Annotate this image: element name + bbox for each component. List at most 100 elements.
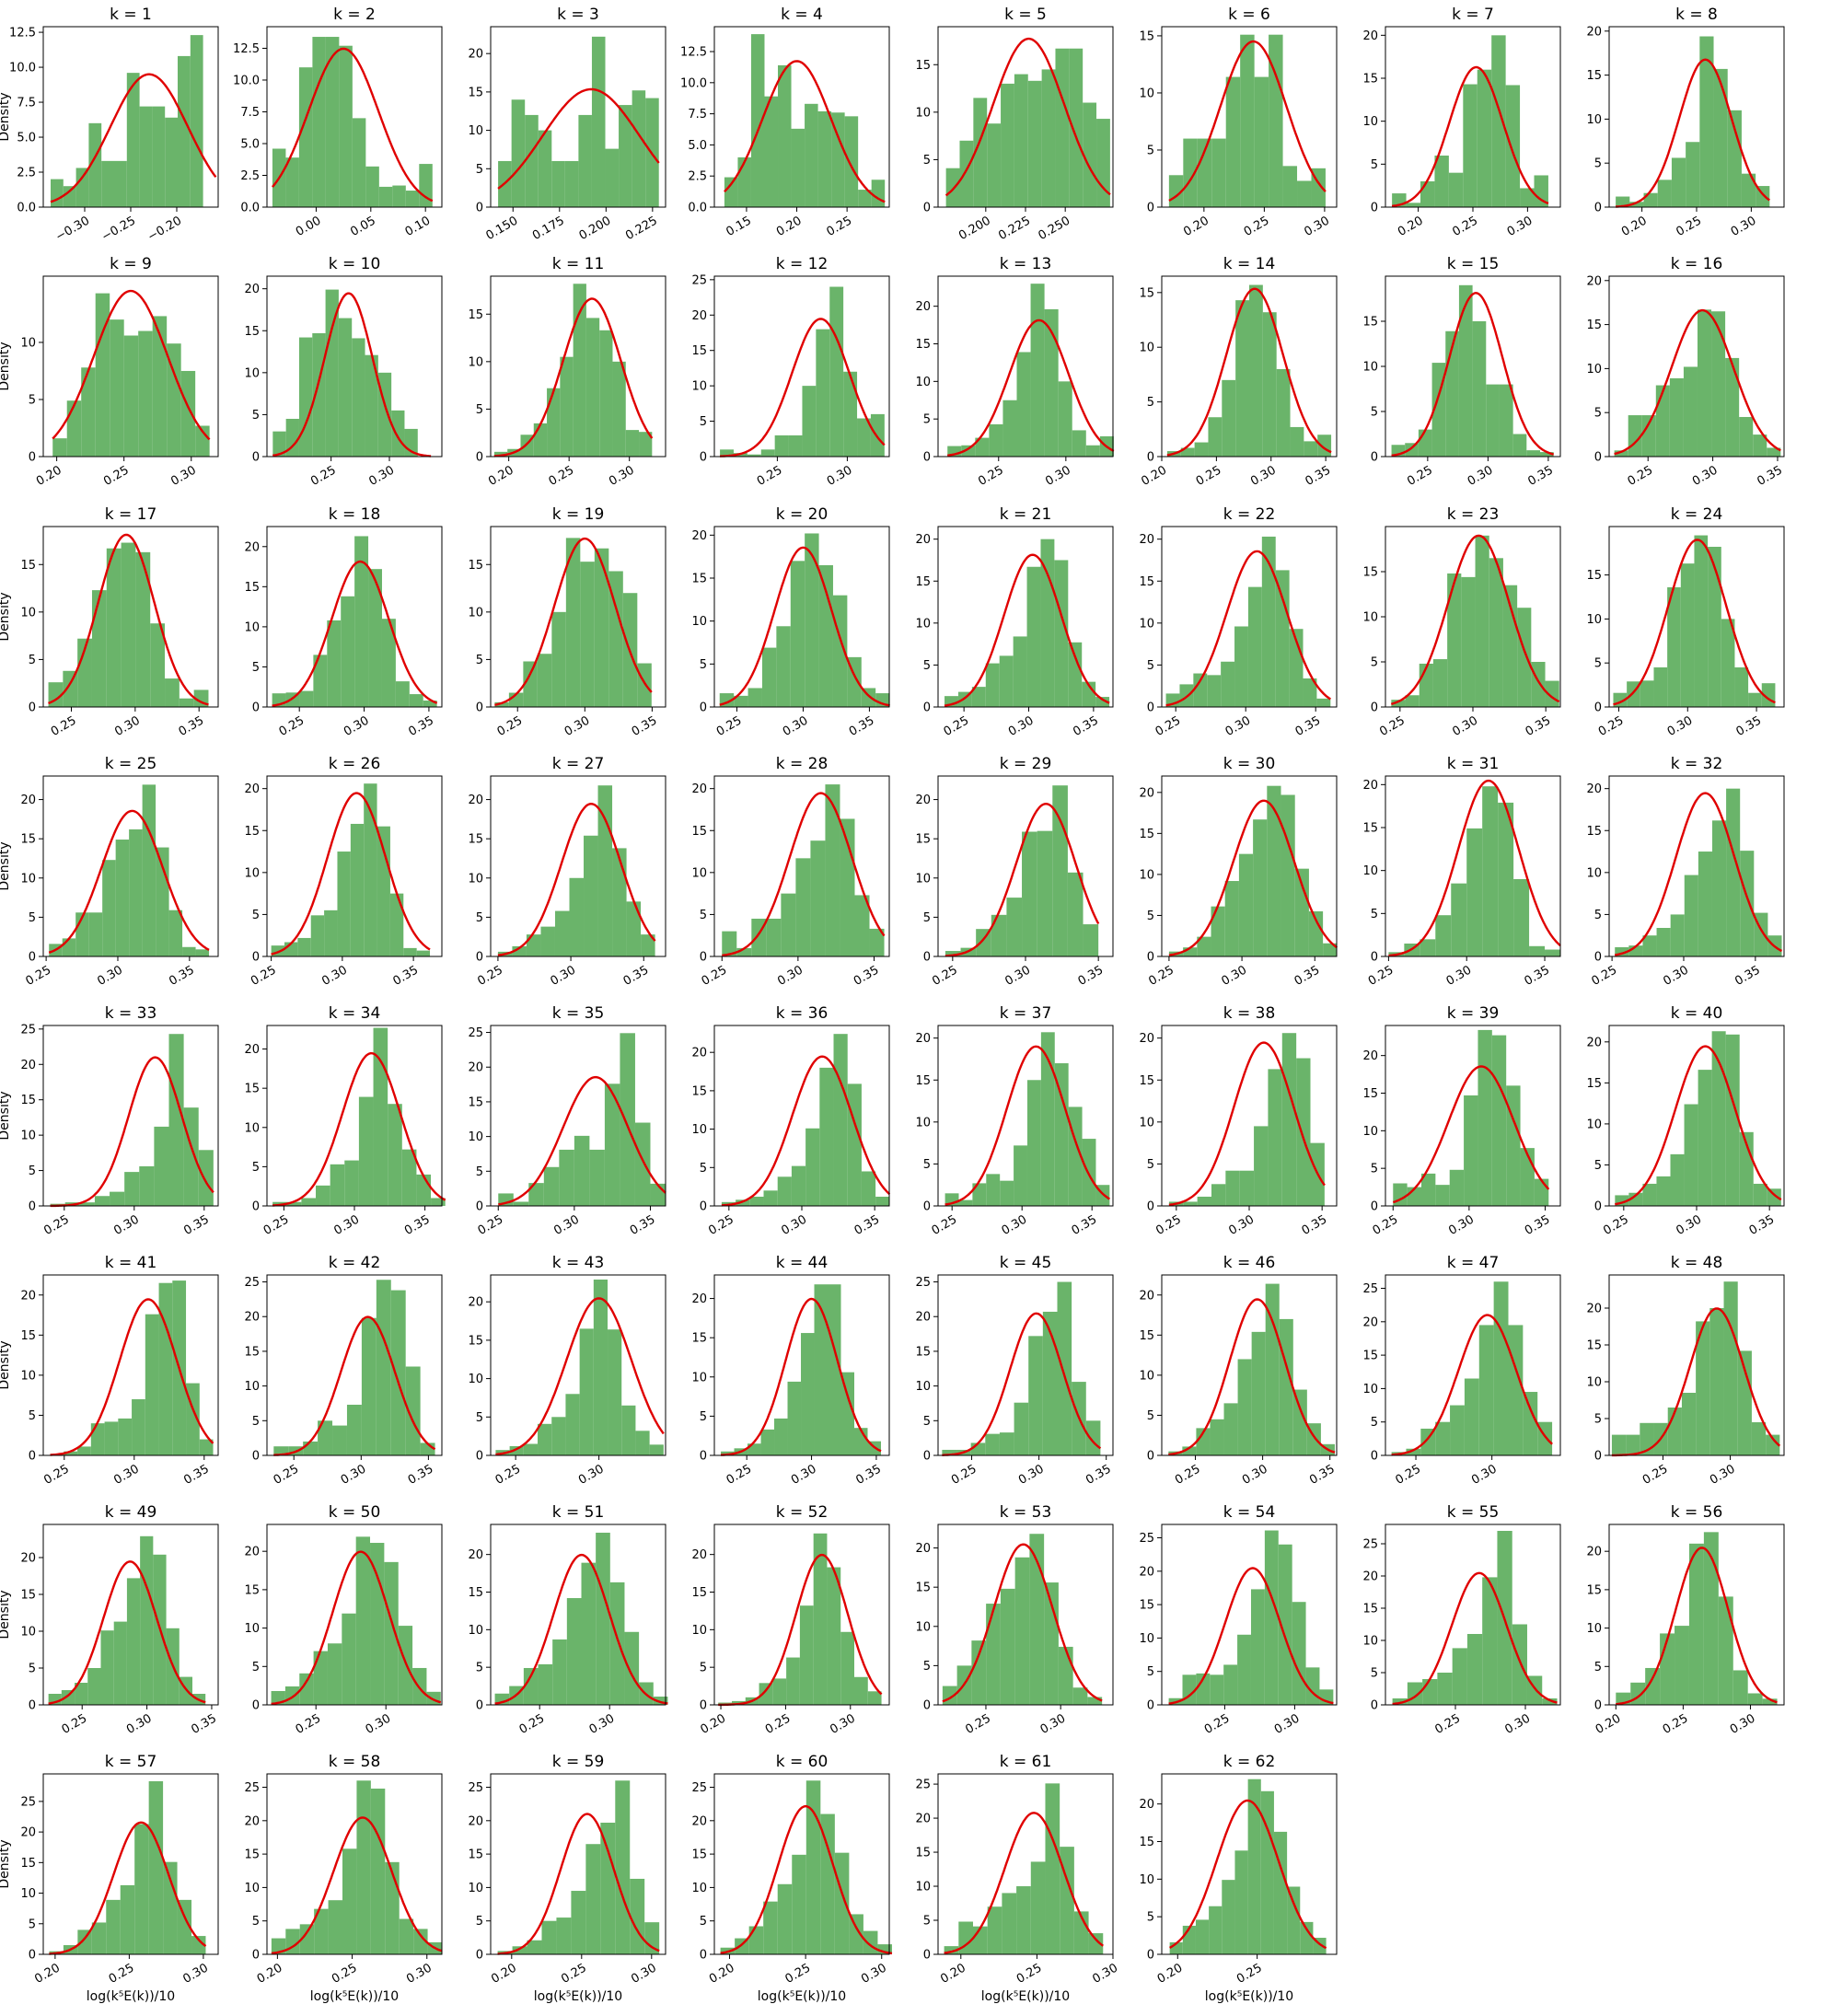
x-tick-label: 0.25 (475, 963, 505, 988)
histogram-bar (1748, 693, 1762, 707)
x-tick-label: 0.30 (95, 963, 125, 988)
histogram-bar (560, 357, 573, 457)
subplot-title: k = 38 (1223, 1004, 1276, 1023)
histogram-bar (1086, 1420, 1101, 1455)
y-tick-label: 0 (923, 451, 931, 465)
x-tick-label: 0.35 (630, 713, 660, 738)
y-tick-label: 15 (20, 1589, 36, 1603)
histogram-bar (1433, 659, 1447, 707)
histogram-bar (159, 1283, 173, 1455)
y-tick-label: 25 (691, 1781, 707, 1795)
y-tick-label: 25 (20, 1023, 36, 1037)
subplot-k-62: k = 62051015200.20 0.25log(k⁵E(k))/10 (1139, 1753, 1337, 2004)
histogram-bar (761, 449, 775, 457)
x-tick-label: 0.35 (621, 963, 652, 988)
y-tick-label: 0 (1147, 1699, 1154, 1713)
x-tick-label: 0.25 (277, 713, 307, 738)
y-tick-label: 10 (691, 1123, 707, 1137)
histogram-bar (1280, 1319, 1293, 1455)
y-tick-label: 0 (1371, 1450, 1378, 1464)
subplot-k-20: k = 20051015200.25 0.30 0.35 (691, 505, 889, 739)
histogram-bar (1422, 1679, 1437, 1705)
y-tick-label: 10 (1139, 1116, 1154, 1130)
y-tick-label: 5 (923, 1660, 931, 1674)
x-axis-label: log(k⁵E(k))/10 (310, 1989, 399, 2004)
y-tick-label: 15 (20, 833, 36, 847)
y-tick-label: 10 (1139, 868, 1154, 882)
subplot-title: k = 8 (1675, 6, 1718, 24)
y-tick-label: 5 (476, 654, 483, 667)
histogram-bar (594, 1280, 608, 1455)
y-tick-label: 0 (700, 701, 707, 715)
y-tick-label: 5 (923, 911, 931, 925)
histogram-bar (385, 1862, 399, 1954)
x-tick-label: 0.30 (1661, 963, 1691, 988)
y-tick-label: 20 (244, 283, 260, 296)
y-tick-label: 0 (29, 451, 36, 465)
histogram-bar (1002, 1893, 1016, 1954)
histogram-bar (379, 187, 392, 207)
histogram-bar (1084, 924, 1099, 956)
histogram-bar (1506, 85, 1520, 207)
y-tick-label: 5 (1594, 1413, 1602, 1427)
histogram-bar (840, 1632, 854, 1705)
histogram-bar (1482, 1577, 1497, 1705)
x-tick-label: 0.30 (366, 463, 397, 488)
histogram-bar (1535, 1179, 1548, 1206)
subplot-title: k = 25 (105, 755, 157, 773)
histogram-bar (986, 664, 1000, 707)
histogram-bar (1479, 1325, 1494, 1455)
x-axis-label: log(k⁵E(k))/10 (534, 1989, 622, 2004)
x-tick-label: 0.30 (587, 1711, 618, 1736)
histogram-bar (612, 362, 625, 457)
subplot-k-47: k = 4705101520250.25 0.30 (1362, 1254, 1560, 1488)
y-tick-label: 20 (1139, 533, 1154, 547)
y-tick-label: 15 (468, 308, 483, 322)
histogram-bar (145, 1315, 159, 1455)
histogram-bar (863, 1931, 878, 1954)
y-tick-label: 0.0 (17, 202, 36, 215)
histogram-bar (1434, 156, 1448, 207)
x-tick-label: 0.25 (1432, 1711, 1463, 1736)
subplot-title: k = 1 (110, 6, 152, 24)
y-axis-label: Density (0, 1590, 12, 1639)
subplot-title: k = 2 (333, 6, 376, 24)
y-tick-label: 20 (20, 1826, 36, 1840)
y-tick-label: 25 (468, 1781, 483, 1795)
histogram-bar (1211, 907, 1225, 956)
x-tick-label: 0.25 (1393, 1462, 1423, 1487)
histogram-bar (525, 115, 539, 207)
subplot-k-3: k = 3 0 5 10 15 20 0.150 0.175 0.200 0.225 (468, 6, 666, 243)
histogram-bar (1492, 1036, 1506, 1206)
histogram-bar (781, 894, 795, 956)
y-tick-label: 15 (1362, 1087, 1378, 1101)
y-tick-label: 20 (20, 1552, 36, 1566)
histogram-bar (1015, 1558, 1030, 1705)
y-tick-label: 0 (252, 1699, 260, 1713)
histogram-bar (403, 948, 416, 956)
y-tick-label: 10 (244, 1882, 260, 1895)
x-tick-label: 0.30 (1016, 1462, 1047, 1487)
subplot-title: k = 14 (1223, 255, 1276, 273)
histogram-bar (168, 1034, 183, 1206)
subplot-k-29: k = 29051015200.25 0.30 0.35 (915, 755, 1113, 989)
subplot-k-57: k = 5705101520250.20 0.25 0.30Densitylog(k… (0, 1753, 218, 2004)
histogram-bar (1512, 1625, 1527, 1706)
x-tick-label: 0.35 (852, 1212, 883, 1237)
y-tick-label: 10 (691, 1371, 707, 1385)
histogram-bar (986, 1174, 1000, 1206)
histogram-bar (1296, 1059, 1310, 1206)
histogram-bar (985, 1434, 1000, 1455)
y-tick-label: 15 (915, 59, 931, 73)
y-tick-label: 20 (1586, 274, 1602, 288)
histogram-bar (1001, 84, 1014, 207)
y-tick-label: 20 (1586, 1036, 1602, 1049)
histogram-bar (592, 37, 606, 207)
histogram-bar (1529, 946, 1545, 956)
x-tick-label: 0.30 (1272, 1711, 1303, 1736)
histogram-bar (973, 1927, 988, 1954)
x-tick-label: 0.25 (706, 1212, 736, 1237)
subplot-title: k = 53 (1000, 1503, 1052, 1522)
y-tick-label: 20 (244, 1546, 260, 1559)
y-tick-label: 10 (1139, 342, 1154, 355)
